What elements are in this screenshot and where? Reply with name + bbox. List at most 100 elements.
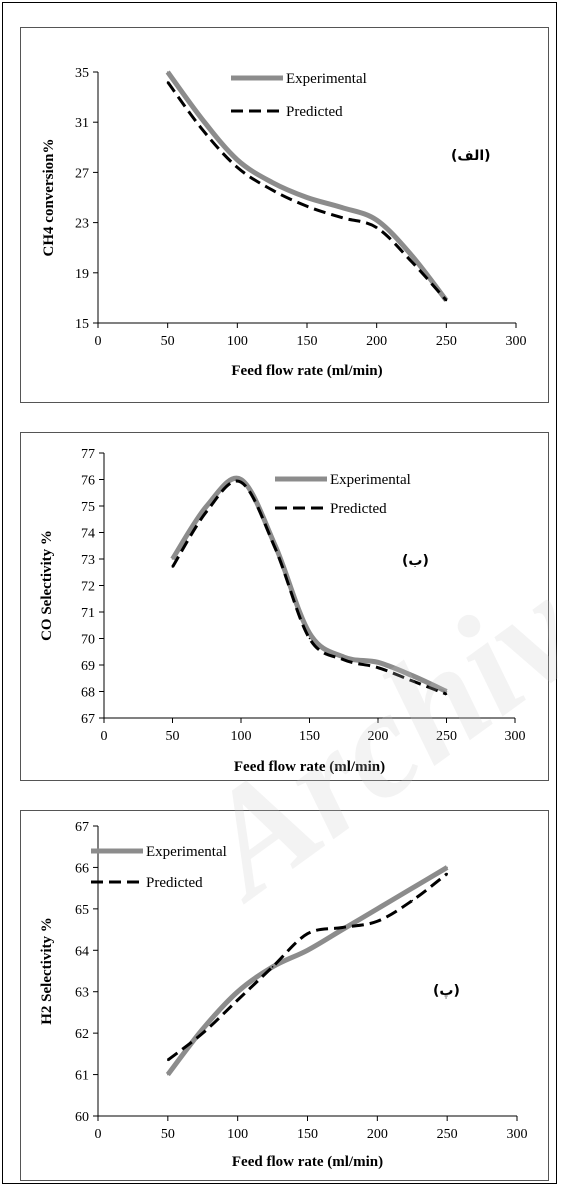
series-line-experimental	[170, 475, 448, 694]
panel-annotation: (ب)	[402, 553, 429, 569]
x-tick-label: 250	[436, 334, 457, 349]
data-point-predicted	[171, 566, 174, 568]
y-tick-label: 61	[75, 1069, 89, 1084]
data-point-predicted	[205, 510, 208, 513]
y-tick-label: 72	[81, 580, 95, 595]
y-tick-label: 74	[81, 527, 95, 542]
data-point-experimental	[167, 1073, 169, 1076]
y-tick-label: 67	[75, 820, 89, 835]
data-point-experimental	[376, 908, 379, 910]
y-tick-label: 60	[75, 1110, 89, 1125]
data-point-experimental	[377, 661, 379, 664]
y-axis-label: CO Selectivity %	[39, 530, 55, 641]
chart-panel-h2-selectivity: 60 61 62 63 64 65 66 67 0 50 100 150 200 250 300 Feed f…	[20, 810, 549, 1181]
y-axis-label: CH4 conversion%	[41, 139, 57, 257]
legend-label-predicted: Predicted	[146, 875, 203, 891]
x-tick-label: 100	[227, 334, 248, 349]
x-tick-label: 150	[297, 334, 318, 349]
series-line-predicted	[171, 479, 448, 696]
data-point-experimental	[411, 887, 414, 889]
panel-annotation: (پ)	[433, 983, 460, 999]
y-tick-label: 75	[81, 500, 95, 515]
y-tick-label: 71	[81, 606, 95, 621]
x-tick-label: 50	[161, 1127, 175, 1142]
legend-label-experimental: Experimental	[330, 472, 411, 488]
series-line-predicted	[166, 872, 449, 1062]
legend-label-predicted: Predicted	[330, 501, 387, 517]
data-point-experimental	[446, 866, 448, 869]
x-axis-label: Feed flow rate (ml/min)	[232, 1154, 383, 1170]
data-point-predicted	[201, 128, 204, 131]
x-tick-label: 250	[437, 1127, 458, 1142]
data-point-predicted	[236, 999, 239, 1001]
y-axis-label: H2 Selectivity %	[39, 917, 55, 1024]
data-point-experimental	[341, 928, 344, 931]
data-point-experimental	[201, 118, 204, 121]
chart-h2-selectivity: 60 61 62 63 64 65 66 67 0 50 100 150 200 250 300 Feed f…	[39, 820, 528, 1170]
data-point-experimental	[236, 990, 239, 993]
y-tick-label: 27	[75, 166, 89, 181]
x-tick-label: 150	[299, 729, 320, 744]
x-tick-label: 200	[367, 1127, 388, 1142]
data-point-experimental	[342, 656, 345, 658]
x-tick-label: 300	[507, 1127, 528, 1142]
data-point-predicted	[445, 693, 448, 695]
y-tick-label: 65	[75, 903, 89, 918]
data-point-experimental	[166, 71, 169, 73]
data-point-predicted	[446, 872, 448, 875]
data-point-experimental	[445, 690, 448, 693]
y-tick-label: 19	[75, 267, 89, 282]
legend-label-predicted: Predicted	[286, 104, 343, 120]
data-point-predicted	[341, 926, 344, 929]
data-point-predicted	[342, 658, 345, 661]
x-tick-label: 300	[505, 729, 526, 744]
data-point-predicted	[308, 637, 311, 640]
data-point-experimental	[171, 558, 174, 560]
data-point-experimental	[306, 949, 309, 952]
y-tick-label: 68	[81, 686, 95, 701]
x-tick-label: 50	[161, 334, 175, 349]
y-tick-label: 31	[75, 116, 89, 131]
chart-ch4-conversion: 15 19 23 27 31 35 0 50 100 150 200 250 300 Feed flow …	[41, 66, 527, 379]
data-point-predicted	[166, 81, 169, 83]
data-point-predicted	[411, 680, 414, 682]
x-tick-label: 0	[95, 1127, 102, 1142]
x-tick-label: 150	[297, 1127, 318, 1142]
x-axis-label: Feed flow rate (ml/min)	[231, 363, 382, 379]
data-point-predicted	[167, 1059, 169, 1061]
y-tick-label: 63	[75, 986, 89, 1001]
data-point-predicted	[236, 166, 239, 169]
data-point-predicted	[240, 481, 242, 483]
data-point-experimental	[411, 674, 414, 677]
y-tick-label: 69	[81, 659, 95, 674]
data-point-experimental	[201, 1028, 204, 1030]
x-tick-label: 100	[227, 1127, 248, 1142]
y-tick-label: 15	[75, 317, 89, 332]
data-point-predicted	[376, 920, 379, 923]
y-tick-label: 73	[81, 553, 95, 568]
data-point-predicted	[274, 547, 277, 550]
chart-panel-co-selectivity: 67 68 69 70 71 72 73 74 75 76 77 0 50 100 150 200 250 300…	[20, 432, 549, 781]
chart-co-selectivity: 67 68 69 70 71 72 73 74 75 76 77 0 50 100 150 200 250 300…	[39, 447, 526, 775]
y-tick-label: 70	[81, 633, 95, 648]
data-point-predicted	[445, 299, 448, 302]
data-point-predicted	[377, 666, 379, 669]
data-point-predicted	[271, 966, 274, 968]
page-frame	[2, 2, 557, 1184]
y-tick-label: 62	[75, 1027, 89, 1042]
y-tick-label: 64	[75, 944, 89, 959]
data-point-experimental	[271, 181, 273, 184]
x-tick-label: 200	[368, 729, 389, 744]
data-point-experimental	[306, 196, 308, 199]
data-point-experimental	[341, 206, 343, 209]
panel-annotation: (الف)	[451, 148, 491, 164]
y-tick-label: 66	[75, 861, 89, 876]
chart-panel-ch4-conversion: 15 19 23 27 31 35 0 50 100 150 200 250 300 Feed flow …	[20, 27, 549, 403]
y-tick-label: 77	[81, 447, 95, 462]
data-point-predicted	[410, 260, 413, 263]
data-point-predicted	[271, 189, 273, 191]
data-point-experimental	[240, 478, 242, 481]
series-line-experimental	[165, 865, 449, 1077]
x-tick-label: 250	[436, 729, 457, 744]
y-tick-label: 35	[75, 66, 89, 81]
